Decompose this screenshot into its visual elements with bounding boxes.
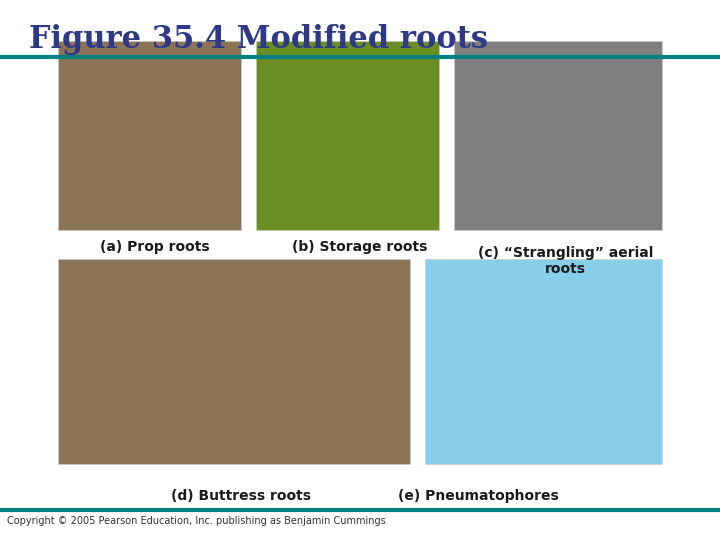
Text: Copyright © 2005 Pearson Education, Inc. publishing as Benjamin Cummings: Copyright © 2005 Pearson Education, Inc.…	[7, 516, 386, 526]
FancyBboxPatch shape	[58, 40, 241, 230]
FancyBboxPatch shape	[256, 40, 439, 230]
Text: (a) Prop roots: (a) Prop roots	[100, 240, 210, 254]
Text: Figure 35.4 Modified roots: Figure 35.4 Modified roots	[29, 24, 488, 55]
Text: (e) Pneumatophores: (e) Pneumatophores	[398, 489, 559, 503]
FancyBboxPatch shape	[454, 40, 662, 230]
Text: (d) Buttress roots: (d) Buttress roots	[171, 489, 311, 503]
FancyBboxPatch shape	[58, 259, 410, 464]
FancyBboxPatch shape	[425, 259, 662, 464]
Text: (b) Storage roots: (b) Storage roots	[292, 240, 428, 254]
Text: (c) “Strangling” aerial
roots: (c) “Strangling” aerial roots	[477, 246, 653, 276]
